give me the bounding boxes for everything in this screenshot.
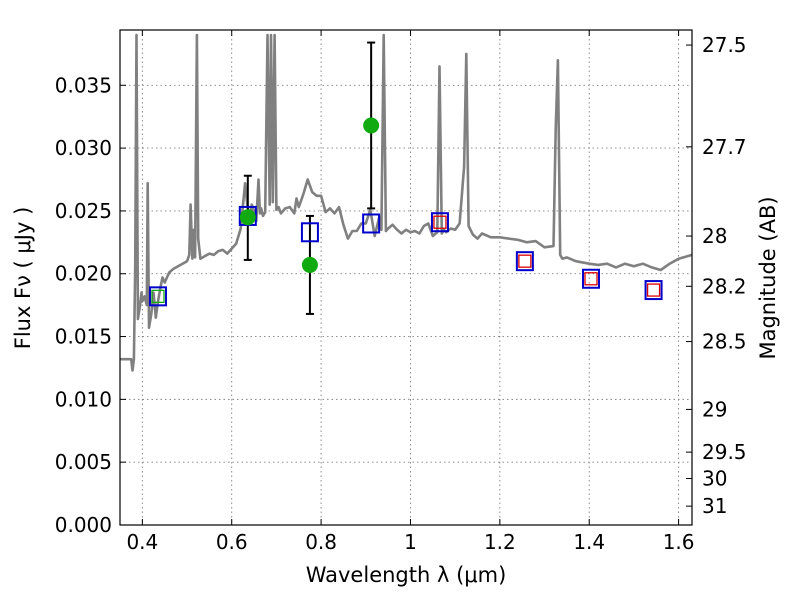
y-right-tick-label: 28 — [702, 224, 727, 248]
x-tick-label: 0.8 — [305, 530, 337, 554]
y-axis-label: Flux Fν ( μJy ) — [11, 207, 35, 350]
y-right-tick-label: 28.5 — [702, 330, 747, 354]
y-right-tick-label: 29 — [702, 397, 727, 421]
x-tick-label: 1.2 — [484, 530, 516, 554]
y-right-tick-label: 27.5 — [702, 33, 747, 57]
blue-square-marker — [644, 280, 663, 301]
spectrum-line — [120, 33, 692, 372]
red-square-marker — [518, 254, 532, 268]
y-tick-label: 0.000 — [55, 513, 112, 537]
blue-square-marker — [430, 212, 449, 233]
y-right-tick-label: 30 — [702, 467, 727, 491]
red-square-marker — [433, 215, 447, 229]
x-tick-label: 0.4 — [126, 530, 158, 554]
errorbar-layer — [243, 41, 376, 315]
blue-square-marker — [515, 251, 534, 272]
x-tick-label: 1 — [404, 530, 417, 554]
y-right-tick-label: 28.2 — [702, 274, 747, 298]
plot-frame — [119, 29, 693, 526]
y-tick-label: 0.030 — [55, 136, 112, 160]
spectrum-layer — [120, 33, 692, 372]
x-tick-label: 1.6 — [663, 530, 695, 554]
x-axis-label: Wavelength λ (μm) — [306, 563, 507, 587]
grid-lines — [120, 30, 692, 526]
y-tick-label: 0.035 — [55, 73, 112, 97]
y-tick-label: 0.020 — [55, 262, 112, 286]
tick-label-layer: 0.4 0.6 0.8 1 1.2 1.4 1.6 0.000 0.005 0.010 0.015 0… — [55, 33, 747, 554]
y-axis-right-label: Magnitude (AB) — [756, 196, 780, 359]
tick-layer — [120, 30, 692, 526]
blue-square-marker — [148, 286, 167, 307]
red-square-marker — [584, 272, 598, 286]
green-square-marker — [151, 289, 165, 303]
y-tick-label: 0.005 — [55, 450, 112, 474]
x-tick-label: 1.4 — [573, 530, 605, 554]
green-point-marker — [301, 256, 318, 273]
y-tick-label: 0.010 — [55, 387, 112, 411]
y-right-tick-label: 31 — [702, 494, 727, 518]
green-point-marker — [239, 209, 256, 226]
blue-square-marker — [582, 268, 601, 289]
y-right-tick-label: 29.5 — [702, 440, 747, 464]
red-square-marker — [646, 283, 661, 297]
blue-square-marker — [300, 222, 319, 243]
blue-square-marker — [362, 213, 381, 234]
y-tick-label: 0.015 — [55, 325, 112, 349]
x-tick-label: 0.6 — [216, 530, 248, 554]
y-tick-label: 0.025 — [55, 199, 112, 223]
y-right-tick-label: 27.7 — [702, 135, 747, 159]
marker-layer — [148, 117, 663, 307]
green-point-marker — [363, 117, 380, 134]
